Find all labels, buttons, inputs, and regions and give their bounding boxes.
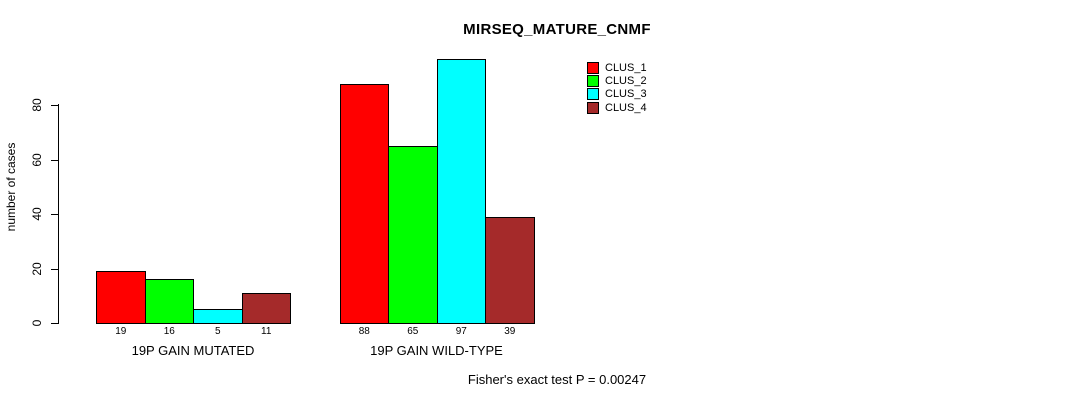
legend-swatch-icon [587, 88, 599, 101]
legend-swatch-icon [587, 75, 599, 88]
y-axis-label: number of cases [4, 142, 18, 232]
bar-clus_2 [144, 279, 194, 324]
y-tick-label: 60 [30, 153, 44, 167]
bar-clus_1 [96, 271, 146, 324]
y-tick [51, 159, 58, 161]
bar-clus_1 [339, 84, 389, 324]
legend-row: CLUS_1 [587, 61, 647, 74]
legend-swatch-icon [587, 101, 599, 114]
bar-value-label: 5 [214, 326, 221, 337]
bar-clus_2 [388, 146, 438, 324]
legend-label: CLUS_3 [605, 88, 647, 101]
x-category-label: 19P GAIN MUTATED [131, 343, 255, 358]
legend-label: CLUS_1 [605, 61, 647, 74]
bar-value-label: 11 [261, 326, 272, 337]
y-tick [51, 323, 58, 324]
bar-value-label: 19 [115, 326, 127, 337]
bar-value-label: 97 [455, 326, 467, 337]
y-axis-line [58, 104, 59, 324]
y-tick [51, 214, 58, 216]
legend-row: CLUS_2 [587, 74, 647, 88]
legend-row: CLUS_3 [587, 88, 647, 101]
y-tick [51, 105, 58, 107]
y-tick-label: 80 [30, 98, 44, 113]
bar-clus_3 [193, 309, 243, 324]
bar-clus_4 [241, 293, 291, 324]
y-tick-label: 40 [30, 207, 44, 221]
chart-title: MIRSEQ_MATURE_CNMF [463, 21, 651, 38]
y-tick [51, 268, 58, 270]
bar-value-label: 16 [163, 326, 175, 337]
bar-clus_3 [436, 59, 486, 324]
legend-row: CLUS_4 [587, 101, 647, 114]
y-tick-label: 0 [30, 319, 44, 327]
legend-label: CLUS_2 [605, 75, 647, 88]
bar-value-label: 39 [504, 326, 516, 337]
legend: CLUS_1 CLUS_2 CLUS_3 CLUS_4 [587, 61, 647, 115]
x-category-label: 19P GAIN WILD-TYPE [370, 343, 503, 358]
y-tick-label: 20 [30, 261, 44, 276]
legend-swatch-icon [587, 61, 599, 74]
stat-annotation: Fisher's exact test P = 0.00247 [467, 372, 647, 387]
bar-clus_4 [485, 217, 535, 324]
bar-value-label: 65 [407, 326, 419, 337]
legend-label: CLUS_4 [605, 101, 647, 114]
bar-value-label: 88 [358, 326, 370, 337]
